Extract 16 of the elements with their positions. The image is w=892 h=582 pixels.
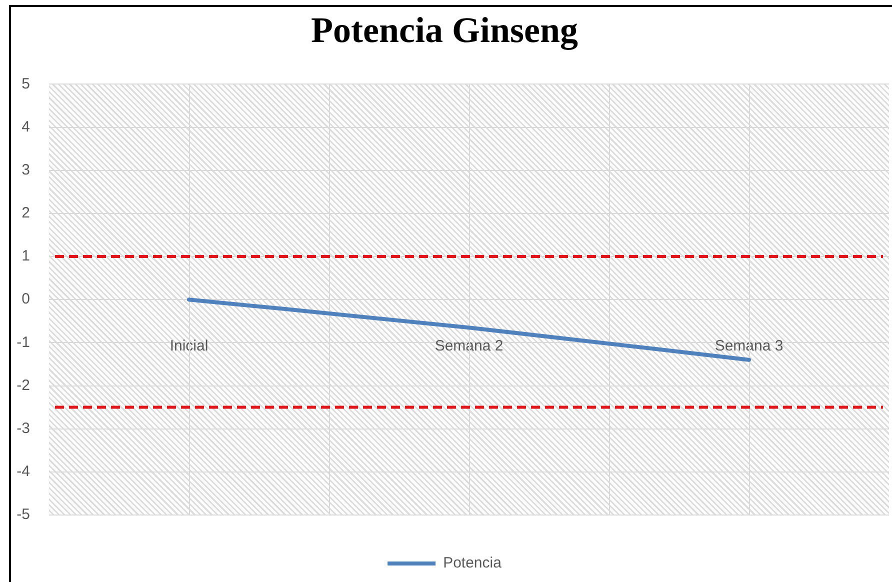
y-tick-label: -5: [16, 506, 30, 524]
y-tick-label: -3: [16, 420, 30, 437]
chart-title: Potencia Ginseng: [311, 10, 578, 50]
y-tick-label: 1: [22, 248, 30, 265]
y-tick-label: -4: [16, 463, 30, 480]
x-tick-label: Semana 3: [714, 338, 784, 355]
y-tick-label: 3: [22, 162, 30, 178]
y-tick-label: -1: [16, 334, 30, 351]
y-tick-label: 2: [22, 204, 30, 222]
y-tick-label: 0: [22, 290, 30, 308]
legend-label: Potencia: [443, 554, 502, 572]
x-tick-label: Inicial: [170, 338, 208, 355]
x-tick-label: Semana 2: [434, 338, 504, 355]
y-tick-label: 5: [22, 75, 30, 92]
y-tick-label: 4: [22, 118, 30, 136]
y-tick-label: -2: [16, 376, 30, 394]
